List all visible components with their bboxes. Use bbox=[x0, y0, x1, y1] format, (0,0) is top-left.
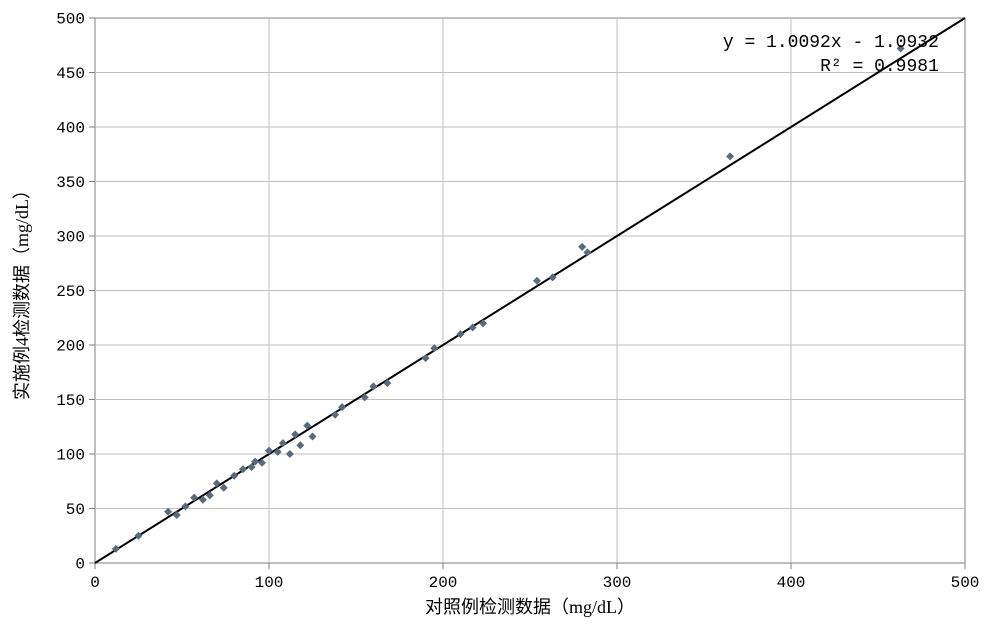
tick-x-label: 500 bbox=[951, 574, 980, 592]
tick-y-label: 150 bbox=[56, 392, 85, 410]
x-axis-label: 对照例检测数据（mg/dL） bbox=[425, 597, 635, 617]
tick-y-label: 0 bbox=[75, 556, 85, 574]
tick-y-label: 400 bbox=[56, 120, 85, 138]
tick-y-label: 300 bbox=[56, 229, 85, 247]
tick-y-label: 450 bbox=[56, 65, 85, 83]
tick-y-label: 250 bbox=[56, 283, 85, 301]
y-axis-label: 实施例4检测数据（mg/dL） bbox=[12, 181, 32, 400]
tick-y-label: 350 bbox=[56, 174, 85, 192]
tick-x-label: 0 bbox=[90, 574, 100, 592]
annotation-line: y = 1.0092x - 1.0932 bbox=[723, 33, 939, 53]
tick-x-label: 300 bbox=[603, 574, 632, 592]
tick-x-label: 100 bbox=[255, 574, 284, 592]
tick-y-label: 500 bbox=[56, 11, 85, 29]
annotation-line: R² = 0.9981 bbox=[820, 57, 939, 77]
tick-x-label: 400 bbox=[777, 574, 806, 592]
tick-y-label: 200 bbox=[56, 338, 85, 356]
tick-y-label: 100 bbox=[56, 447, 85, 465]
scatter-chart: 0 100 200 300 400 500 0 50 100 150 200 250 300 350 400… bbox=[0, 0, 1000, 633]
tick-y-label: 50 bbox=[66, 501, 85, 519]
tick-x-label: 200 bbox=[429, 574, 458, 592]
